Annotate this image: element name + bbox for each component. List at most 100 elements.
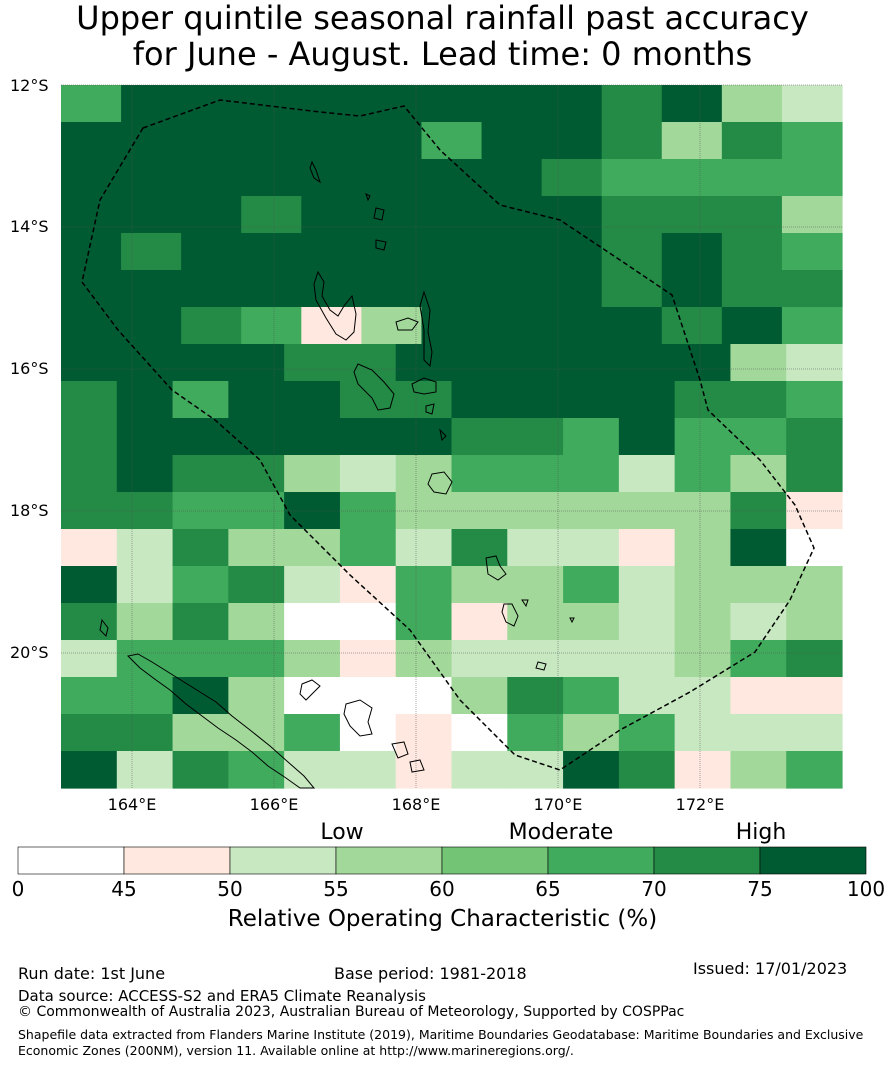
- colorbar-tick: 50: [217, 877, 243, 901]
- colorbar: [17, 846, 867, 875]
- grid-cell: [395, 455, 453, 493]
- grid-cell: [301, 85, 362, 123]
- accuracy-grid: [61, 85, 843, 789]
- lat-label: 18°S: [10, 501, 49, 520]
- colorbar-swatch: [123, 846, 231, 875]
- grid-cell: [507, 677, 564, 715]
- grid-cell: [228, 418, 285, 456]
- lon-label: 170°E: [533, 795, 583, 814]
- grid-cell: [181, 233, 242, 271]
- colorbar-tick: 65: [535, 877, 561, 901]
- grid-cell: [730, 455, 787, 493]
- map-title: Upper quintile seasonal rainfall past ac…: [0, 0, 885, 72]
- grid-cell: [786, 418, 843, 456]
- grid-cell: [301, 233, 362, 271]
- grid-cell: [661, 159, 723, 197]
- grid-cell: [730, 344, 787, 382]
- grid-cell: [395, 418, 453, 456]
- grid-cell: [451, 677, 508, 715]
- grid-cell: [786, 455, 843, 493]
- grid-cell: [421, 196, 483, 234]
- grid-cell: [661, 233, 723, 271]
- grid-cell: [481, 159, 543, 197]
- grid-cell: [661, 307, 723, 345]
- grid-cell: [451, 529, 508, 567]
- grid-cell: [674, 344, 732, 382]
- grid-cell: [507, 529, 564, 567]
- grid-cell: [618, 344, 676, 382]
- grid-cell: [451, 455, 508, 493]
- grid-cell: [781, 122, 843, 160]
- grid-cell: [116, 566, 174, 604]
- grid-cell: [541, 122, 603, 160]
- title-line-1: Upper quintile seasonal rainfall past ac…: [76, 0, 809, 37]
- grid-cell: [284, 566, 341, 604]
- island-efate: [427, 471, 453, 495]
- lat-label: 20°S: [10, 643, 49, 662]
- grid-cell: [563, 714, 620, 752]
- colorbar-swatch: [441, 846, 549, 875]
- island-epi: [425, 403, 435, 415]
- grid-cell: [301, 122, 362, 160]
- grid-cell: [541, 233, 603, 271]
- grid-cell: [601, 196, 663, 234]
- island-lifou: [343, 699, 373, 737]
- grid-cell: [507, 418, 564, 456]
- grid-cell: [618, 566, 676, 604]
- island-malekula: [353, 363, 395, 411]
- grid-cell: [541, 159, 603, 197]
- grid-cell: [786, 381, 843, 419]
- grid-cell: [674, 529, 732, 567]
- grid-cell: [507, 455, 564, 493]
- lat-label: 16°S: [10, 359, 49, 378]
- grid-cell: [228, 455, 285, 493]
- grid-cell: [181, 270, 242, 308]
- grid-cell: [361, 159, 423, 197]
- grid-cell: [674, 714, 732, 752]
- grid-cell: [481, 307, 543, 345]
- grid-cell: [61, 640, 118, 678]
- grid-cell: [395, 640, 453, 678]
- grid-cell: [781, 270, 843, 308]
- island-shepherd: [439, 428, 447, 442]
- grid-cell: [618, 677, 676, 715]
- grid-cell: [674, 603, 732, 641]
- grid-cell: [730, 492, 787, 530]
- grid-cell: [172, 566, 229, 604]
- grid-cell: [674, 751, 732, 789]
- grid-cell: [172, 529, 229, 567]
- island-espiritu-santo: [313, 270, 357, 341]
- grid-cell: [172, 381, 229, 419]
- grid-cell: [601, 122, 663, 160]
- grid-cell: [172, 344, 229, 382]
- grid-cell: [618, 714, 676, 752]
- grid-cell: [451, 640, 508, 678]
- grid-cell: [116, 344, 174, 382]
- colorbar-swatch: [759, 846, 867, 875]
- grid-cell: [339, 529, 397, 567]
- grid-cell: [730, 714, 787, 752]
- lat-label: 12°S: [10, 76, 49, 95]
- colorbar-tick: 60: [429, 877, 455, 901]
- issued-date: Issued: 17/01/2023: [693, 959, 848, 978]
- grid-cell: [339, 381, 397, 419]
- grid-cell: [674, 566, 732, 604]
- grid-cell: [241, 270, 302, 308]
- grid-cell: [786, 751, 843, 789]
- legend-category-moderate: Moderate: [508, 820, 614, 845]
- grid-cell: [781, 159, 843, 197]
- grid-cell: [61, 159, 122, 197]
- colorbar-swatch: [229, 846, 337, 875]
- grid-cell: [121, 270, 182, 308]
- grid-cell: [61, 270, 122, 308]
- grid-cell: [781, 233, 843, 271]
- grid-cell: [284, 492, 341, 530]
- grid-cell: [121, 196, 182, 234]
- grid-cell: [507, 381, 564, 419]
- grid-cell: [618, 455, 676, 493]
- grid-cell: [61, 566, 118, 604]
- grid-cell: [361, 270, 423, 308]
- grid-cell: [781, 196, 843, 234]
- colorbar-tick: 75: [747, 877, 773, 901]
- lon-label: 166°E: [249, 795, 299, 814]
